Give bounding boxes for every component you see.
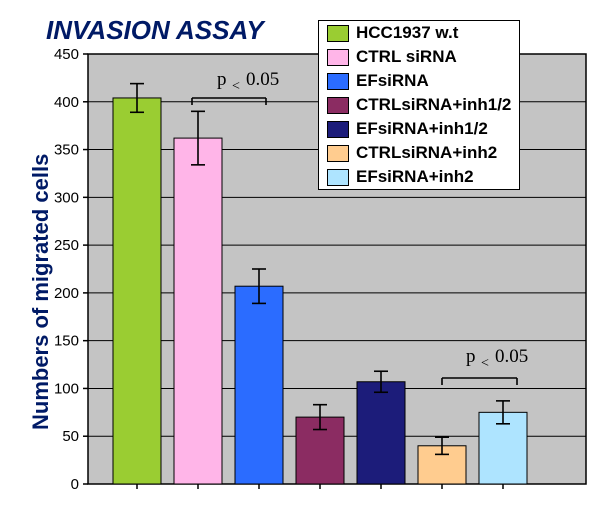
legend-swatch <box>327 49 349 66</box>
legend-label: CTRLsiRNA+inh2 <box>356 143 497 163</box>
legend-swatch <box>327 97 349 114</box>
svg-text:400: 400 <box>54 94 79 111</box>
svg-text:300: 300 <box>54 189 79 206</box>
legend-swatch <box>327 25 349 42</box>
legend-label: HCC1937 w.t <box>356 23 458 43</box>
legend-item: CTRLsiRNA+inh2 <box>319 141 519 165</box>
svg-text:<: < <box>481 356 489 371</box>
svg-text:p: p <box>466 346 476 367</box>
legend-swatch <box>327 145 349 162</box>
svg-text:0: 0 <box>71 476 79 493</box>
legend-label: EFsiRNA+inh1/2 <box>356 119 488 139</box>
svg-text:50: 50 <box>62 428 79 445</box>
legend-box: HCC1937 w.t CTRL siRNA EFsiRNA CTRLsiRNA+in… <box>318 20 520 190</box>
legend-swatch <box>327 121 349 138</box>
svg-text:350: 350 <box>54 142 79 159</box>
legend-item: HCC1937 w.t <box>319 21 519 45</box>
legend-item: CTRL siRNA <box>319 45 519 69</box>
svg-text:100: 100 <box>54 380 79 397</box>
svg-text:0.05: 0.05 <box>495 346 528 367</box>
legend-item: EFsiRNA+inh1/2 <box>319 117 519 141</box>
svg-text:p: p <box>217 69 227 90</box>
chart-title: INVASION ASSAY <box>46 15 264 46</box>
y-axis-label: Numbers of migrated cells <box>28 154 54 430</box>
svg-text:200: 200 <box>54 285 79 302</box>
legend-swatch <box>327 73 349 90</box>
svg-text:250: 250 <box>54 237 79 254</box>
svg-text:150: 150 <box>54 333 79 350</box>
legend-item: EFsiRNA <box>319 69 519 93</box>
svg-text:0.05: 0.05 <box>246 69 279 90</box>
legend-item: CTRLsiRNA+inh1/2 <box>319 93 519 117</box>
svg-text:450: 450 <box>54 46 79 63</box>
legend-swatch <box>327 169 349 186</box>
legend-label: EFsiRNA+inh2 <box>356 167 474 187</box>
legend-label: EFsiRNA <box>356 71 429 91</box>
legend-item: EFsiRNA+inh2 <box>319 165 519 189</box>
svg-text:<: < <box>232 79 240 94</box>
legend-label: CTRL siRNA <box>356 47 457 67</box>
legend-label: CTRLsiRNA+inh1/2 <box>356 95 511 115</box>
